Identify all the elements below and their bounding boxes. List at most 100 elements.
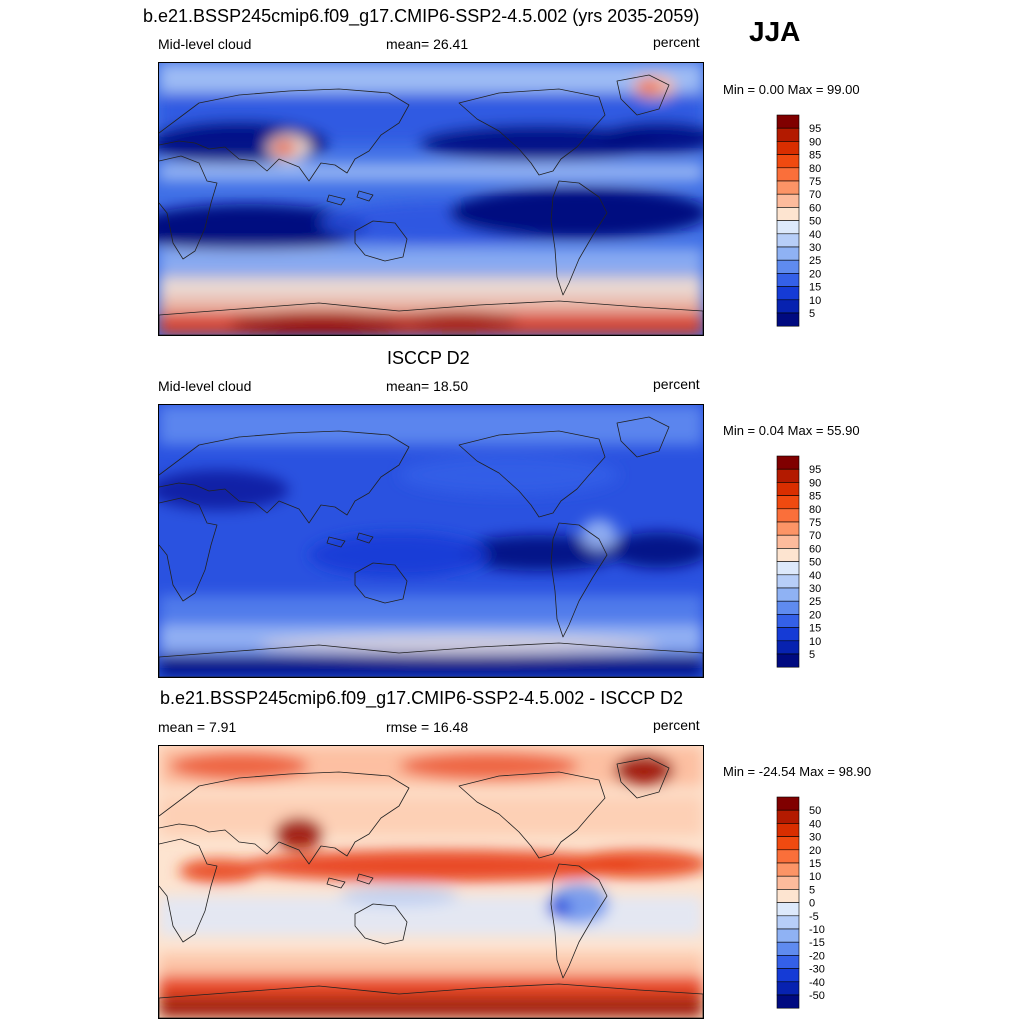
colorbar2-swatch (776, 600, 800, 615)
colorbar2-tick-label: 25 (809, 596, 821, 608)
colorbar3-swatch (776, 981, 800, 996)
colorbar1-swatch (776, 259, 800, 274)
colorbar3-swatch (776, 809, 800, 824)
colorbar1-tick-label: 10 (809, 295, 821, 307)
colorbar3-tick-label: -5 (809, 911, 819, 923)
colorbar1-tick-label: 60 (809, 202, 821, 214)
colorbar1-tick-label: 30 (809, 242, 821, 254)
colorbar3-tick-label: 0 (809, 898, 815, 910)
colorbar2-tick-label: 40 (809, 570, 821, 582)
colorbar1-tick-label: 75 (809, 176, 821, 188)
colorbar3-swatch (776, 915, 800, 930)
colorbar3-swatch (776, 875, 800, 890)
panel3-units-label: percent (653, 717, 700, 733)
colorbar2-swatch (776, 495, 800, 510)
colorbar3-swatch (776, 994, 800, 1009)
colorbar3-tick-label: -30 (809, 964, 825, 976)
colorbar1-swatch (776, 233, 800, 248)
colorbar2-tick-label: 30 (809, 583, 821, 595)
panel2-left-label: Mid-level cloud (158, 378, 252, 394)
colorbar2-tick-label: 50 (809, 557, 821, 569)
colorbar2-tick-label: 20 (809, 609, 821, 621)
colorbar1-tick-label: 40 (809, 229, 821, 241)
colorbar2-swatch (776, 508, 800, 523)
panel1-title: b.e21.BSSP245cmip6.f09_g17.CMIP6-SSP2-4.… (143, 6, 700, 26)
colorbar1-swatch (776, 167, 800, 182)
colorbar3-swatch (776, 902, 800, 917)
panel1-colorbar: 95 90 85 80 75 70 60 50 40 30 25 20 15 10 5 (776, 114, 847, 329)
colorbar3-tick-label: -20 (809, 950, 825, 962)
colorbar1-swatch (776, 207, 800, 221)
colorbar2-swatch (776, 561, 800, 576)
colorbar3-tick-label: -15 (809, 937, 825, 949)
colorbar3-swatch (776, 968, 800, 983)
colorbar2-tick-label: 95 (809, 464, 821, 476)
colorbar3-swatch (776, 796, 800, 811)
colorbar3-tick-label: -50 (809, 990, 825, 1002)
colorbar1-swatch (776, 127, 800, 142)
colorbar2-swatch (776, 548, 800, 562)
colorbar3-swatch (776, 941, 800, 956)
colorbar2-swatch (776, 614, 800, 628)
panel3-mean-label: mean = 7.91 (158, 719, 237, 735)
panel1-map (158, 62, 704, 336)
colorbar1-swatch (776, 154, 800, 169)
panel3-map (158, 745, 704, 1019)
panel2-map (158, 404, 704, 678)
colorbar2-tick-label: 5 (809, 649, 815, 661)
colorbar1-swatch (776, 246, 800, 261)
panel1-left-label: Mid-level cloud (158, 36, 252, 52)
panel2-mean-label: mean= 18.50 (386, 378, 469, 394)
colorbar3-swatch (776, 862, 800, 877)
colorbar2-swatch (776, 482, 800, 496)
colorbar2-tick-label: 10 (809, 636, 821, 648)
colorbar3-swatch (776, 928, 800, 943)
colorbar1-tick-label: 5 (809, 308, 815, 320)
colorbar1-swatch (776, 180, 800, 195)
panel3-colorbar: 50 40 30 20 15 10 5 0 -5 -10 -15 -20 -30 -40 -50 (776, 796, 847, 1011)
colorbar2-tick-label: 85 (809, 491, 821, 503)
colorbar1-tick-label: 80 (809, 163, 821, 175)
colorbar2-tick-label: 70 (809, 530, 821, 542)
colorbar1-swatch (776, 273, 800, 287)
colorbar2-swatch (776, 653, 800, 668)
colorbar2-swatch (776, 521, 800, 536)
colorbar2-swatch (776, 587, 800, 602)
colorbar1-swatch (776, 220, 800, 235)
colorbar2-tick-label: 80 (809, 504, 821, 516)
panel3-minmax: Min = -24.54 Max = 98.90 (723, 764, 872, 779)
colorbar3-swatch (776, 955, 800, 969)
panel2-colorbar: 95 90 85 80 75 70 60 50 40 30 25 20 15 10 5 (776, 455, 847, 670)
colorbar1-tick-label: 50 (809, 216, 821, 228)
colorbar2-swatch (776, 455, 800, 470)
colorbar2-tick-label: 15 (809, 623, 821, 635)
panel1-minmax: Min = 0.00 Max = 99.00 (723, 82, 860, 97)
panel3-rmse-label: rmse = 16.48 (386, 719, 469, 735)
colorbar3-tick-label: 15 (809, 858, 821, 870)
colorbar2-swatch (776, 534, 800, 549)
colorbar2-swatch (776, 574, 800, 589)
colorbar2-swatch (776, 640, 800, 655)
colorbar1-tick-label: 95 (809, 123, 821, 135)
colorbar1-swatch (776, 299, 800, 314)
panel1-mean-label: mean= 26.41 (386, 36, 469, 52)
season-label: JJA (749, 16, 801, 47)
colorbar3-tick-label: 20 (809, 845, 821, 857)
colorbar3-swatch (776, 823, 800, 837)
colorbar1-tick-label: 25 (809, 255, 821, 267)
colorbar3-tick-label: -10 (809, 924, 825, 936)
colorbar1-swatch (776, 312, 800, 327)
colorbar2-swatch (776, 627, 800, 642)
colorbar3-swatch (776, 836, 800, 851)
panel2-units-label: percent (653, 376, 700, 392)
colorbar2-swatch (776, 468, 800, 483)
colorbar1-swatch (776, 286, 800, 301)
colorbar3-tick-label: 30 (809, 832, 821, 844)
colorbar1-swatch (776, 114, 800, 129)
colorbar3-tick-label: 5 (809, 884, 815, 896)
panel1-units-label: percent (653, 34, 700, 50)
panel2-title: ISCCP D2 (387, 348, 470, 368)
colorbar3-tick-label: 50 (809, 805, 821, 817)
panel3-title: b.e21.BSSP245cmip6.f09_g17.CMIP6-SSP2-4.… (160, 688, 683, 708)
panel2-minmax: Min = 0.04 Max = 55.90 (723, 423, 860, 438)
